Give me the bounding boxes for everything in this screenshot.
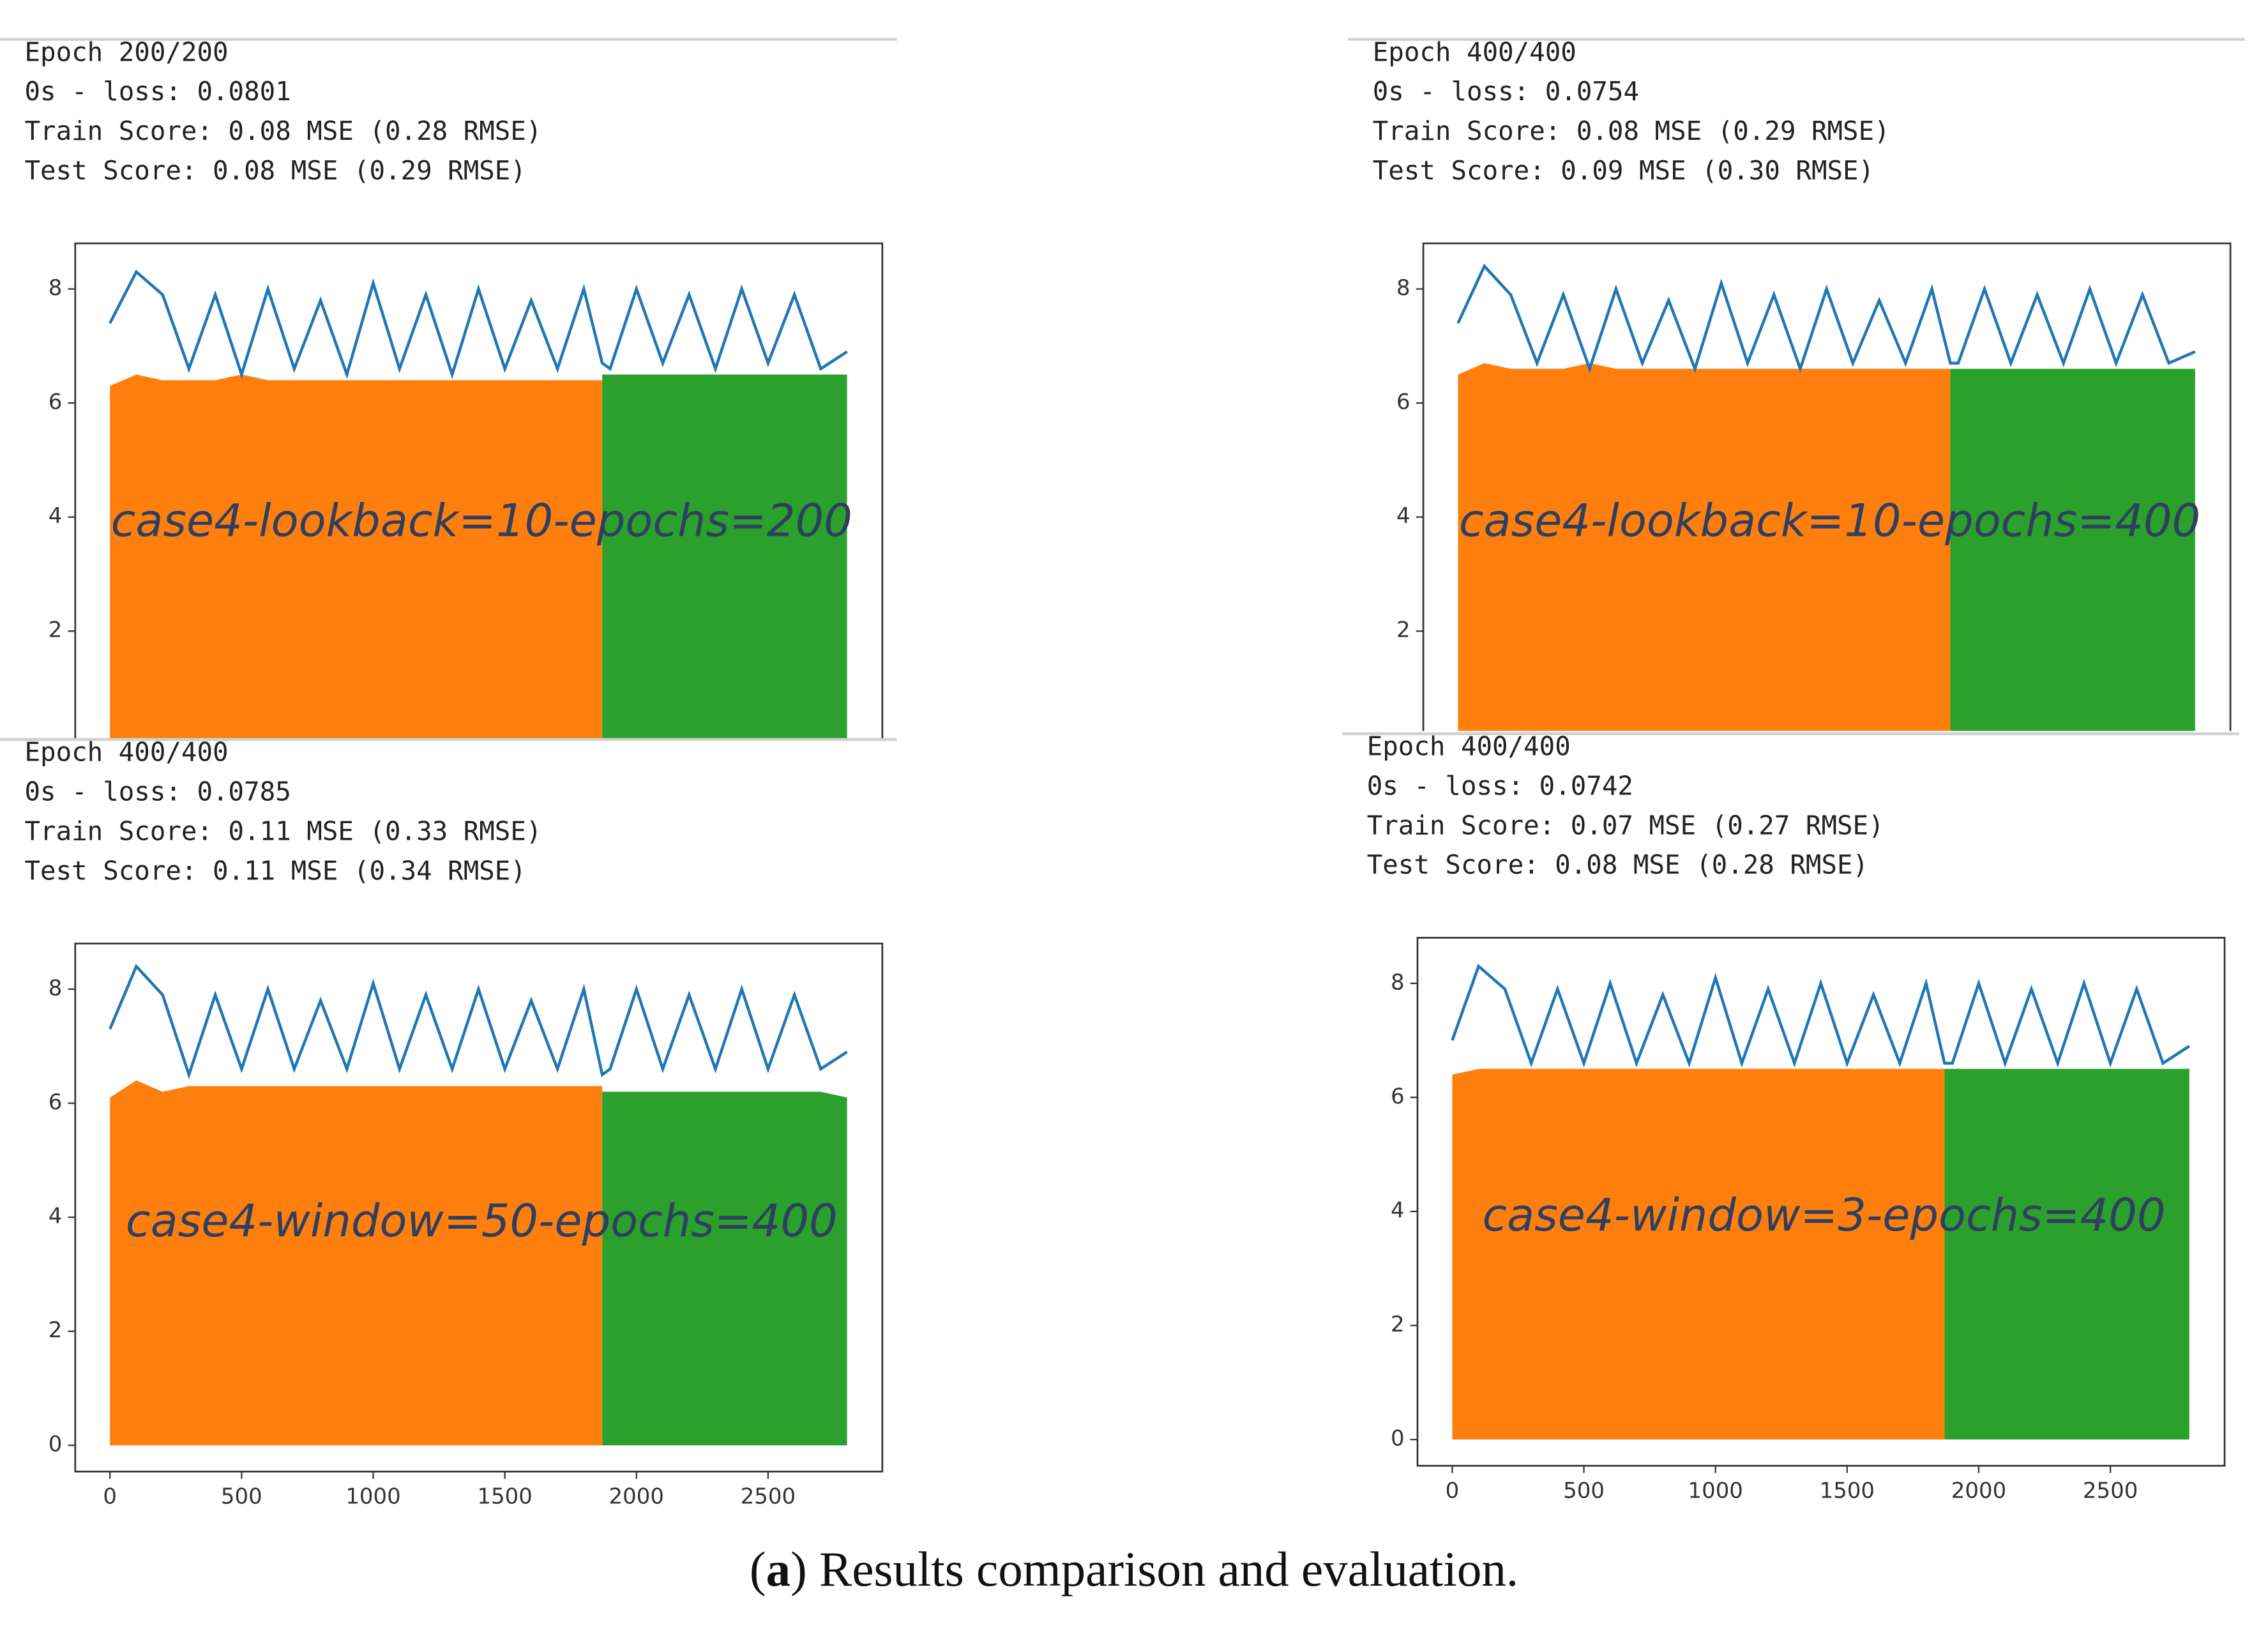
x-tick-label: 2000 — [609, 1484, 664, 1510]
y-tick-label: 8 — [1396, 275, 1410, 301]
area — [1944, 1068, 2189, 1440]
panel: Epoch 200/200 0s - loss: 0.0801 Train Scor… — [0, 36, 897, 740]
plot-frame — [74, 242, 884, 740]
console-line: Train Score: 0.08 MSE (0.28 RMSE) — [25, 116, 542, 146]
plot-area — [1456, 263, 2196, 731]
y-tick-label: 8 — [49, 275, 63, 301]
y-tick-label: 4 — [1391, 1198, 1405, 1224]
x-tick-label: 2000 — [1951, 1478, 2006, 1504]
annotation: case4-lookback=10-epochs=400 — [1459, 495, 2200, 547]
panel: Epoch 400/400 0s - loss: 0.0754 Train Scor… — [1348, 36, 2245, 731]
console-line: 0s - loss: 0.0742 — [1367, 771, 1633, 801]
console-line: Epoch 400/400 — [1373, 36, 1576, 67]
annotation: case4-lookback=10-epochs=200 — [111, 495, 852, 547]
area — [602, 1091, 847, 1446]
x-tick-label: 0 — [103, 1484, 117, 1510]
y-tick-label: 6 — [1396, 390, 1410, 415]
y-tick-label: 0 — [1391, 1426, 1405, 1452]
line — [1456, 263, 2196, 374]
x-tick-label: 1000 — [345, 1484, 400, 1510]
y-tick-label: 6 — [49, 390, 63, 415]
plot-area — [109, 964, 848, 1446]
console-line: Test Score: 0.09 MSE (0.30 RMSE) — [1373, 155, 1874, 186]
x-tick-label: 2500 — [2083, 1478, 2138, 1504]
console-line: 0s - loss: 0.0754 — [1373, 76, 1639, 107]
plot-frame — [1422, 242, 2232, 731]
x-tick-label: 1000 — [1688, 1478, 1743, 1504]
y-tick-label: 4 — [49, 1204, 63, 1229]
x-tick-label: 0 — [1446, 1478, 1460, 1504]
caption: (a) Results comparison and evaluation. — [750, 1542, 1518, 1597]
area — [1950, 368, 2195, 731]
console-line: Train Score: 0.11 MSE (0.33 RMSE) — [25, 816, 542, 846]
x-tick-label: 1500 — [477, 1484, 532, 1510]
area — [602, 374, 847, 740]
y-tick-label: 2 — [1391, 1312, 1405, 1337]
area — [1458, 363, 1951, 731]
y-tick-label: 2 — [49, 618, 63, 643]
plot-frame — [74, 943, 884, 1473]
area — [110, 1080, 603, 1446]
chart: 0 2 4 6 8 0 500 1000 1500 2000 2500 case4-window=3-… — [1391, 937, 2226, 1504]
caption-open: ( — [750, 1542, 766, 1597]
chart: 0 2 4 6 8 0 500 1000 1500 2000 2500 case4-window=50… — [49, 943, 884, 1510]
caption-label: a — [766, 1542, 791, 1597]
y-tick-label: 4 — [1396, 503, 1410, 529]
line — [1451, 964, 2191, 1068]
console-line: Train Score: 0.08 MSE (0.29 RMSE) — [1373, 116, 1890, 146]
y-tick-label: 8 — [49, 975, 63, 1001]
console-line: Epoch 400/400 — [25, 737, 229, 768]
y-tick-label: 4 — [49, 503, 63, 529]
console-line: Test Score: 0.08 MSE (0.28 RMSE) — [1367, 849, 1868, 880]
y-tick-label: 2 — [49, 1317, 63, 1343]
y-tick-label: 6 — [49, 1089, 63, 1115]
area — [1452, 1068, 1945, 1440]
x-tick-label: 1500 — [1820, 1478, 1875, 1504]
console-line: Epoch 200/200 — [25, 36, 229, 67]
x-tick-label: 500 — [1563, 1478, 1605, 1504]
y-tick-label: 8 — [1391, 969, 1405, 995]
x-tick-label: 2500 — [741, 1484, 796, 1510]
console-line: Train Score: 0.07 MSE (0.27 RMSE) — [1367, 810, 1884, 840]
console-line: 0s - loss: 0.0801 — [25, 76, 291, 107]
plot-area — [1451, 964, 2191, 1440]
panel: Epoch 400/400 0s - loss: 0.0785 Train Scor… — [0, 737, 897, 1510]
line — [109, 269, 848, 379]
chart: 2 4 6 8 case4-lookback=10-epochs=200 — [49, 242, 884, 740]
annotation: case4-window=3-epochs=400 — [1483, 1189, 2166, 1241]
console-line: Epoch 400/400 — [1367, 731, 1571, 762]
plot-frame — [1416, 937, 2226, 1467]
chart: 2 4 6 8 case4-lookback=10-epochs=400 — [1396, 242, 2232, 731]
x-tick-label: 500 — [221, 1484, 262, 1510]
console-line: 0s - loss: 0.0785 — [25, 777, 291, 807]
line — [109, 964, 848, 1080]
y-tick-label: 2 — [1396, 618, 1410, 643]
console-line: Test Score: 0.11 MSE (0.34 RMSE) — [25, 855, 526, 886]
area — [110, 374, 603, 740]
caption-text: ) Results comparison and evaluation. — [790, 1542, 1518, 1597]
plot-area — [109, 269, 848, 740]
panel: Epoch 400/400 0s - loss: 0.0742 Train Scor… — [1342, 731, 2239, 1504]
y-tick-label: 6 — [1391, 1084, 1405, 1109]
y-tick-label: 0 — [49, 1432, 63, 1457]
console-line: Test Score: 0.08 MSE (0.29 RMSE) — [25, 155, 526, 186]
annotation: case4-window=50-epochs=400 — [126, 1195, 838, 1247]
